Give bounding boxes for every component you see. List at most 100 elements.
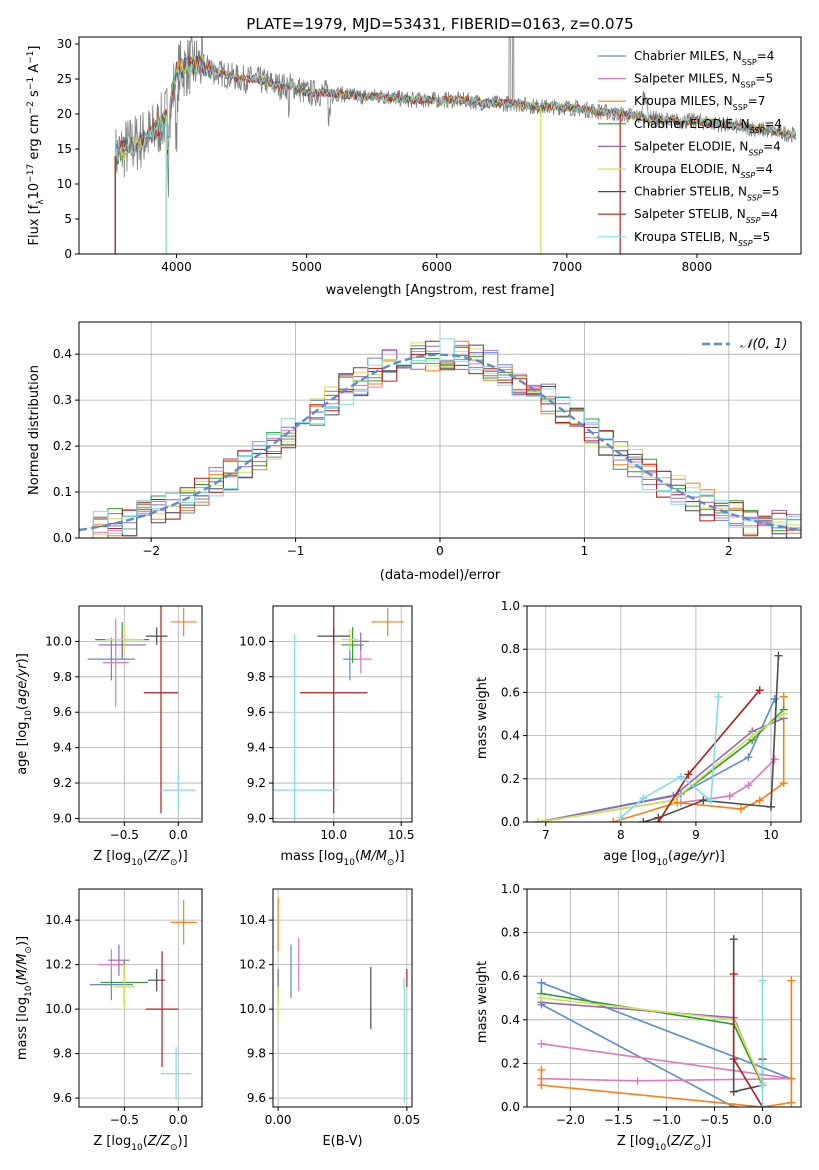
y-tick-label: 0.2 xyxy=(53,439,72,453)
marker-kroupa_miles xyxy=(787,1074,796,1083)
plot-area-residuals xyxy=(79,338,801,538)
point-kroupa_elodie xyxy=(113,964,136,1010)
y-tick-label: 9.8 xyxy=(53,670,72,684)
axes-frame xyxy=(526,605,802,823)
y-tick-label: 0.4 xyxy=(53,347,72,361)
y-tick-label: 10 xyxy=(57,177,72,191)
legend-entry-normal: 𝒩(0, 1) xyxy=(740,337,787,352)
y-tick-label: 9.6 xyxy=(53,1091,72,1105)
y-axis-label: Normed distribution xyxy=(27,365,42,495)
marker-kroupa_elodie xyxy=(779,710,788,718)
point-kroupa_miles xyxy=(170,607,197,637)
series-chabrier_stelib xyxy=(115,55,797,167)
x-tick-label: 6000 xyxy=(421,260,452,274)
point-kroupa_miles xyxy=(170,900,197,945)
x-axis-label: E(B-V) xyxy=(322,1134,362,1149)
x-axis-label: Z [log10(Z/Z⊙)] xyxy=(93,1134,187,1153)
x-tick-label: 8000 xyxy=(682,260,713,274)
x-axis-label: Z [log10(Z/Z⊙)] xyxy=(617,1134,711,1153)
y-tick-label: 10.0 xyxy=(239,634,266,648)
plot-area-mass_vs_z xyxy=(89,900,197,1101)
x-tick-label: 10.5 xyxy=(388,828,415,842)
x-tick-label: 0.0 xyxy=(753,1113,772,1127)
x-tick-label: 0.0 xyxy=(169,1113,188,1127)
marker-kroupa_stelib xyxy=(676,772,685,781)
y-tick-label: 9.2 xyxy=(247,776,266,790)
marker-kroupa_stelib xyxy=(758,1081,767,1090)
marker-salpeter_miles xyxy=(770,755,779,764)
marker-salpeter_miles xyxy=(537,1039,546,1048)
y-tick-label: 9.6 xyxy=(247,705,266,719)
plot-area-age_vs_z xyxy=(87,606,197,814)
y-tick-label: 10.2 xyxy=(45,958,72,972)
marker-kroupa_miles xyxy=(779,692,788,701)
legend-entry-salpeter_elodie: Salpeter ELODIE, NSSP=4 xyxy=(634,139,781,157)
legend: Chabrier MILES, NSSP=4 Salpeter MILES, NS… xyxy=(598,49,782,247)
point-salpeter_stelib xyxy=(299,606,368,814)
x-tick-label: 0.00 xyxy=(265,1113,292,1127)
axes-frame xyxy=(78,605,203,823)
marker-kroupa_stelib xyxy=(616,813,625,822)
x-axis-label: (data-model)/error xyxy=(380,568,501,583)
series-normal-reference xyxy=(79,353,801,532)
y-tick-label: 9.6 xyxy=(247,1091,266,1105)
marker-kroupa_miles xyxy=(609,818,618,822)
axes-frame xyxy=(272,888,413,1108)
point-kroupa_stelib xyxy=(161,1046,192,1101)
x-tick-label: −2.0 xyxy=(556,1113,585,1127)
panel-mass_vs_ebv: 0.00 0.05 9.6 9.8 10.0 10.2 10.4 E(B-V) xyxy=(239,888,420,1149)
y-axis-label: mass weight xyxy=(475,961,490,1043)
y-tick-label: 9.0 xyxy=(53,811,72,825)
marker-salpeter_stelib xyxy=(729,970,738,979)
x-tick-label: 5000 xyxy=(291,260,322,274)
x-axis-label: wavelength [Angstrom, rest frame] xyxy=(326,283,555,298)
series-chabrier_stelib xyxy=(732,939,764,1093)
marker-kroupa_miles xyxy=(787,1098,796,1107)
x-tick-label: −2 xyxy=(142,544,160,558)
legend-entry-chabrier_elodie: Chabrier ELODIE, NSSP=4 xyxy=(634,117,782,135)
y-tick-label: 0.6 xyxy=(501,685,520,699)
x-tick-label: 7 xyxy=(542,828,550,842)
marker-salpeter_miles xyxy=(744,781,753,790)
y-tick-label: 0.6 xyxy=(501,969,520,983)
y-tick-label: 9.4 xyxy=(53,741,72,755)
y-tick-label: 0.0 xyxy=(53,531,72,545)
y-tick-label: 10.0 xyxy=(45,1002,72,1016)
y-tick-label: 0.8 xyxy=(501,642,520,656)
marker-chabrier_miles xyxy=(744,753,753,762)
x-tick-label: 10 xyxy=(763,828,778,842)
legend-entry-kroupa_miles: Kroupa MILES, NSSP=7 xyxy=(634,94,765,112)
point-chabrier_elodie xyxy=(341,627,364,663)
series-salpeter_elodie xyxy=(541,1001,764,1086)
series-kroupa_stelib xyxy=(115,56,797,167)
panel-age_vs_z: −0.5 0.0 9.0 9.2 9.4 9.6 9.8 10.0 Z [log10(Z/Z⊙)… xyxy=(15,605,203,868)
x-tick-label: −1.5 xyxy=(604,1113,633,1127)
point-kroupa_elodie xyxy=(341,629,359,651)
marker-salpeter_miles xyxy=(633,1076,642,1085)
y-tick-label: 0.1 xyxy=(53,485,72,499)
x-tick-label: −0.5 xyxy=(110,1113,139,1127)
y-tick-label: 0.4 xyxy=(501,1013,520,1027)
y-tick-label: 9.8 xyxy=(53,1047,72,1061)
y-tick-label: 9.8 xyxy=(247,1047,266,1061)
figure-title: PLATE=1979, MJD=53431, FIBERID=0163, z=0… xyxy=(246,15,633,33)
marker-kroupa_miles xyxy=(537,1065,546,1074)
x-tick-label: 2 xyxy=(725,544,733,558)
point-salpeter_stelib xyxy=(145,951,179,1067)
panel-residuals: −2 −1 0 1 2 0.0 0.1 0.2 0.3 0.4 (data-model)/error… xyxy=(27,321,802,583)
axes-frame xyxy=(78,36,802,255)
marker-chabrier_stelib xyxy=(774,651,783,660)
y-tick-label: 9.2 xyxy=(53,776,72,790)
x-tick-label: −0.5 xyxy=(110,828,139,842)
panel-weight_vs_age: 7 8 9 10 0.0 0.2 0.4 0.6 0.8 1.0 age [log10(age/yr… xyxy=(475,599,802,868)
legend-entry-salpeter_miles: Salpeter MILES, NSSP=5 xyxy=(634,72,773,90)
y-tick-label: 0.2 xyxy=(501,772,520,786)
marker-kroupa_stelib xyxy=(758,976,767,985)
y-tick-label: 0.0 xyxy=(501,815,520,829)
marker-kroupa_stelib xyxy=(639,794,648,803)
y-tick-label: 0 xyxy=(64,247,72,261)
y-axis-label: Flux [fλ10−17 erg cm−2 s−1 A−1] xyxy=(26,46,46,246)
point-kroupa_elodie xyxy=(104,625,144,654)
y-tick-label: 20 xyxy=(57,107,72,121)
point-kroupa_stelib xyxy=(273,634,338,822)
